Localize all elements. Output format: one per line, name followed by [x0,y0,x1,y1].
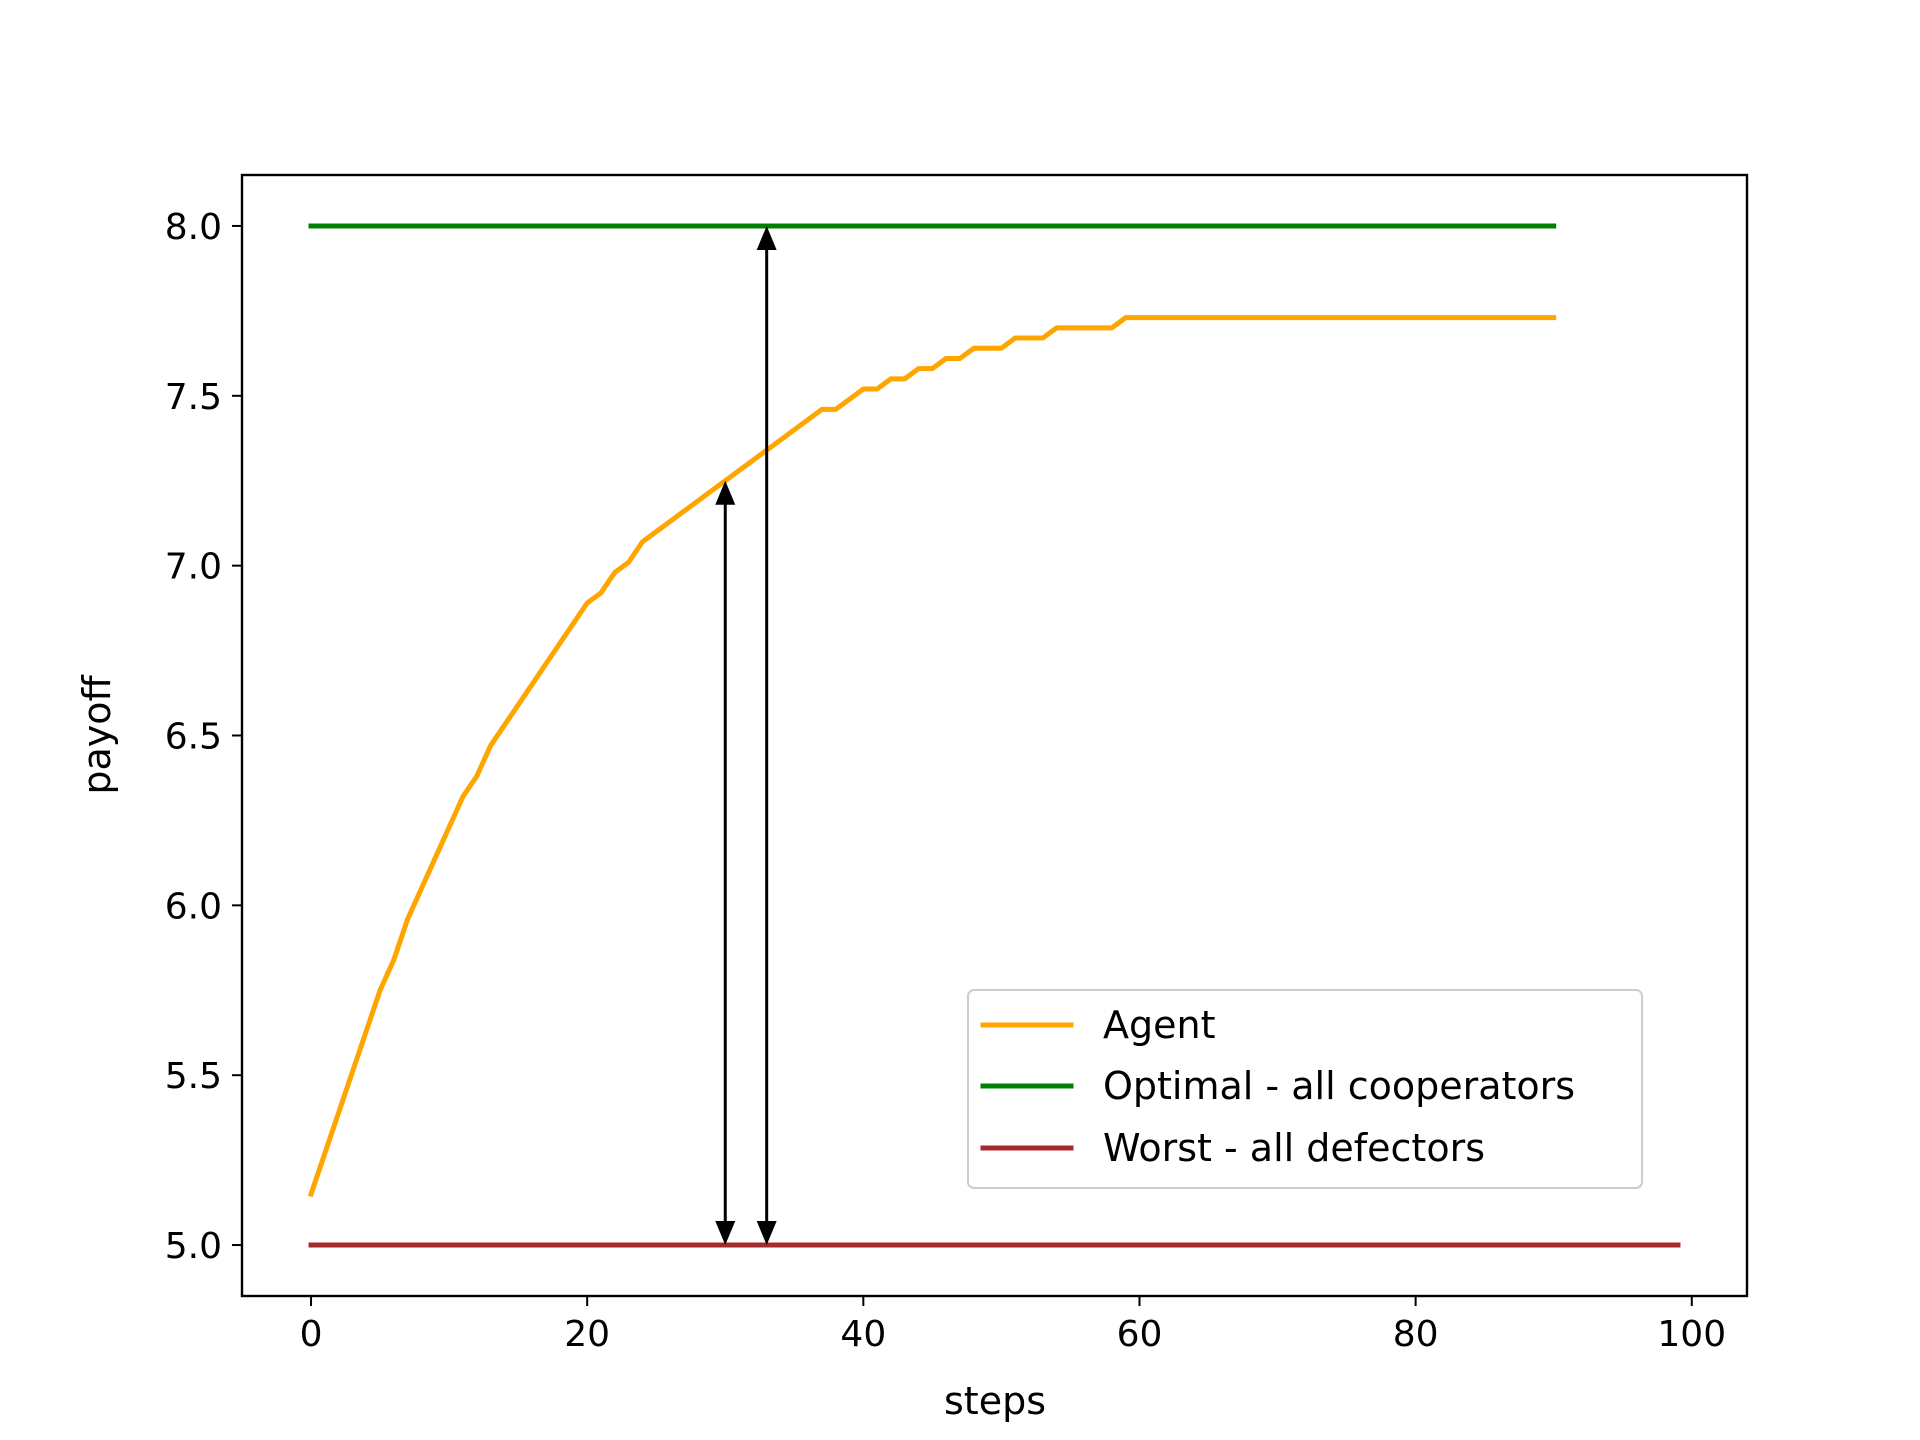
y-tick-label: 6.5 [165,717,222,758]
x-tick-label: 20 [564,1314,610,1355]
arrow-head-up-1 [756,225,777,250]
x-axis-label: steps [944,1379,1046,1423]
x-tick-label: 100 [1657,1314,1726,1355]
legend: Agent Optimal - all cooperators Worst - … [967,989,1643,1189]
legend-label-optimal: Optimal - all cooperators [1103,1064,1575,1108]
x-tick-label: 40 [840,1314,886,1355]
legend-label-worst: Worst - all defectors [1103,1126,1485,1170]
series-line-0 [307,315,1557,1198]
y-tick-label: 5.0 [165,1226,222,1267]
arrow-head-down-0 [715,1221,736,1246]
x-tick-label: 0 [300,1314,323,1355]
x-tick-label: 60 [1117,1314,1163,1355]
arrow-head-down-1 [756,1221,777,1246]
x-tick-label: 80 [1393,1314,1439,1355]
y-tick-label: 6.0 [165,886,222,927]
legend-box [967,989,1643,1189]
arrow-head-up-0 [715,480,736,505]
y-tick-label: 7.5 [165,377,222,418]
y-tick-label: 7.0 [165,547,222,588]
y-tick-label: 5.5 [165,1056,222,1097]
legend-label-agent: Agent [1103,1003,1215,1047]
y-tick-label: 8.0 [165,207,222,248]
y-axis-label: payoff [75,675,119,795]
